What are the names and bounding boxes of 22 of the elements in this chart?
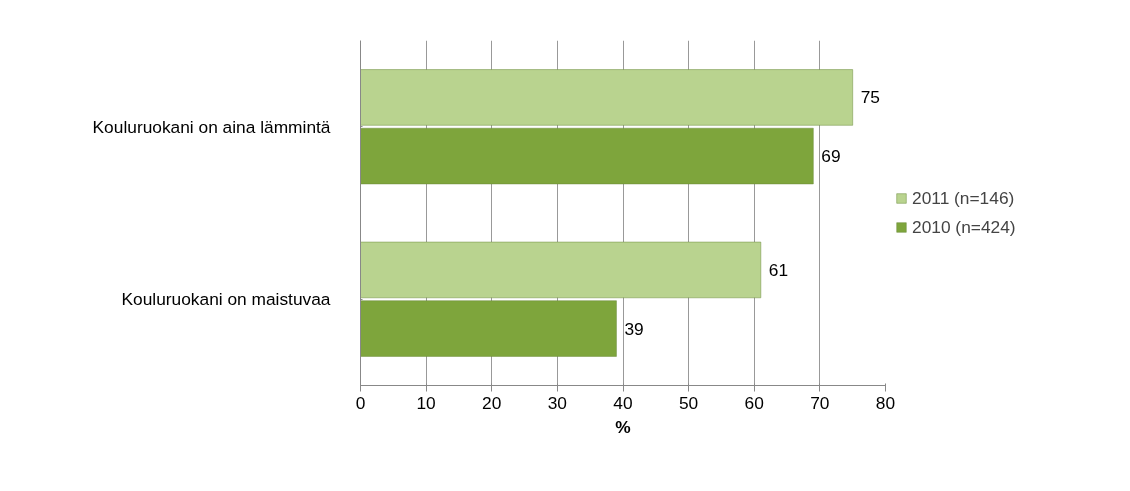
x-tick-label: 10 — [416, 392, 436, 413]
data-label: 61 — [768, 259, 789, 280]
legend-label: 2011 (n=146) — [912, 187, 1015, 209]
x-tick-label: 30 — [547, 392, 568, 413]
bar — [360, 127, 814, 185]
x-tick-label: 0 — [355, 392, 366, 413]
data-label: 75 — [860, 87, 880, 108]
x-tick-label: 80 — [875, 392, 896, 413]
bar — [360, 69, 853, 126]
y-tick-label: Kouluruokani on aina lämmintä — [92, 116, 331, 137]
x-tick-label: 60 — [744, 392, 764, 413]
x-tick-label: 50 — [678, 392, 699, 413]
bar — [360, 241, 762, 299]
legend-label: 2010 (n=424) — [912, 216, 1016, 238]
data-label: 69 — [821, 146, 841, 167]
x-tick-label: 20 — [482, 392, 502, 413]
x-tick-label: 70 — [810, 392, 830, 413]
x-axis-title: % — [615, 416, 631, 437]
x-tick-label: 40 — [613, 392, 633, 413]
y-tick-label: Kouluruokani on maistuvaa — [121, 289, 331, 310]
bar — [360, 300, 617, 357]
data-label: 39 — [624, 318, 644, 339]
